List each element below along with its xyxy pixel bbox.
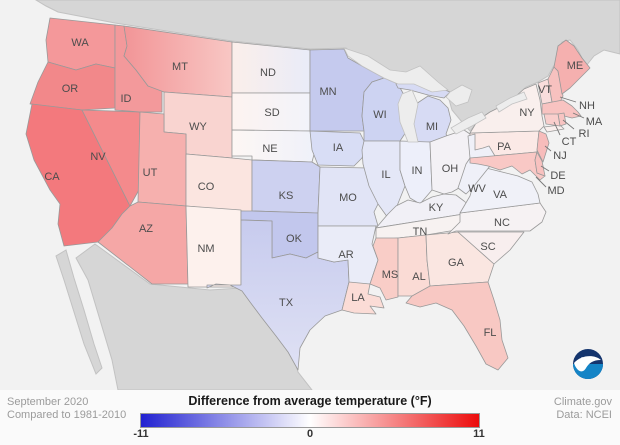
state-label-FL: FL (484, 327, 497, 339)
state-label-IL: IL (381, 169, 390, 181)
state-label-MA: MA (586, 116, 603, 128)
state-label-TN: TN (413, 226, 428, 238)
caption-data-source: Data: NCEI (556, 409, 612, 421)
map-svg: WA OR CA NV ID MT WY UT CO AZ NM ND SD NE KS OK TX MN IA MO… (25, 0, 620, 391)
leader-line-NH (559, 96, 577, 103)
legend-tick-min: -11 (133, 428, 149, 440)
leader-line-RI (562, 119, 575, 130)
caption-bar: September 2020 Compared to 1981-2010 Dif… (0, 390, 620, 445)
leader-line-MD (535, 176, 547, 188)
state-label-TX: TX (279, 297, 294, 309)
leader-line-CT (553, 121, 561, 136)
state-label-WA: WA (71, 37, 89, 49)
state-NC (447, 202, 547, 235)
state-label-MI: MI (426, 121, 438, 133)
lake-michigan (397, 89, 419, 143)
state-label-KY: KY (429, 202, 444, 214)
state-label-OR: OR (62, 83, 79, 95)
state-label-NC: NC (494, 217, 510, 229)
legend-colorbar (140, 413, 480, 428)
state-label-WY: WY (189, 121, 207, 133)
state-label-CT: CT (562, 136, 577, 148)
leader-line-NJ (544, 145, 552, 152)
legend-title: Difference from average temperature (°F) (188, 394, 432, 408)
state-label-NE: NE (262, 143, 277, 155)
noaa-logo: NOAA (573, 349, 603, 379)
state-label-NM: NM (197, 243, 214, 255)
state-CO (185, 153, 253, 213)
state-label-NJ: NJ (553, 150, 566, 162)
lake-ontario (495, 91, 528, 113)
state-label-VA: VA (493, 189, 508, 201)
state-label-MO: MO (339, 192, 357, 204)
leader-line-MA (572, 112, 585, 119)
state-label-OK: OK (286, 233, 303, 245)
state-label-ME: ME (567, 60, 584, 72)
state-label-ND: ND (260, 67, 276, 79)
noaa-logo-gull-icon (574, 356, 601, 372)
state-NJ (536, 130, 550, 163)
state-label-AZ: AZ (139, 223, 153, 235)
state-label-CA: CA (44, 171, 60, 183)
state-label-PA: PA (497, 141, 512, 153)
state-label-MN: MN (319, 86, 336, 98)
state-label-VT: VT (538, 84, 552, 96)
state-label-IA: IA (333, 142, 344, 154)
state-CT (543, 113, 561, 127)
state-labels-group: WA OR CA NV ID MT WY UT CO AZ NM ND SD NE KS OK TX MN IA MO… (44, 37, 603, 339)
state-TX (206, 219, 350, 371)
state-label-NV: NV (90, 151, 106, 163)
state-label-MS: MS (382, 269, 399, 281)
source-caption: Climate.gov Data: NCEI (554, 396, 612, 422)
state-ME (553, 39, 591, 95)
state-FL (405, 281, 509, 371)
state-label-IN: IN (412, 165, 423, 177)
legend-tick-mid: 0 (306, 428, 314, 440)
state-label-OH: OH (442, 163, 459, 175)
lake-superior (343, 47, 449, 93)
state-label-AR: AR (338, 249, 353, 261)
leader-line-DE (540, 165, 550, 172)
state-NY-part2 (543, 124, 565, 133)
state-label-ID: ID (121, 93, 132, 105)
state-SC (457, 231, 525, 265)
state-label-WI: WI (373, 109, 386, 121)
states-group (25, 17, 591, 371)
date-caption: September 2020 Compared to 1981-2010 (7, 396, 126, 422)
great-lakes-group (343, 47, 528, 143)
state-label-UT: UT (143, 167, 158, 179)
baja-california-landmass (55, 249, 103, 375)
state-label-DE: DE (550, 170, 565, 182)
state-label-RI: RI (579, 128, 590, 140)
state-label-LA: LA (351, 292, 365, 304)
state-label-NY: NY (519, 107, 535, 119)
state-DE (534, 151, 546, 177)
noaa-logo-text: NOAA (581, 356, 595, 361)
state-KS (251, 159, 321, 214)
legend-tick-max: 11 (473, 428, 485, 440)
state-label-MT: MT (172, 61, 188, 73)
lake-erie (450, 111, 487, 135)
state-label-NH: NH (579, 100, 595, 112)
state-IA (309, 130, 367, 167)
state-label-GA: GA (448, 257, 465, 269)
state-label-SC: SC (480, 241, 495, 253)
caption-period: September 2020 (7, 396, 89, 408)
state-label-SD: SD (264, 107, 279, 119)
state-label-KS: KS (279, 190, 294, 202)
state-label-MD: MD (547, 185, 564, 197)
caption-baseline: Compared to 1981-2010 (7, 409, 127, 421)
lake-huron (445, 84, 473, 107)
state-LA (341, 281, 385, 315)
us-temperature-map: WA OR CA NV ID MT WY UT CO AZ NM ND SD NE KS OK TX MN IA MO… (25, 0, 620, 391)
state-label-WV: WV (468, 183, 486, 195)
caption-site: Climate.gov (553, 396, 612, 408)
state-label-CO: CO (198, 181, 215, 193)
state-label-AL: AL (412, 271, 425, 283)
